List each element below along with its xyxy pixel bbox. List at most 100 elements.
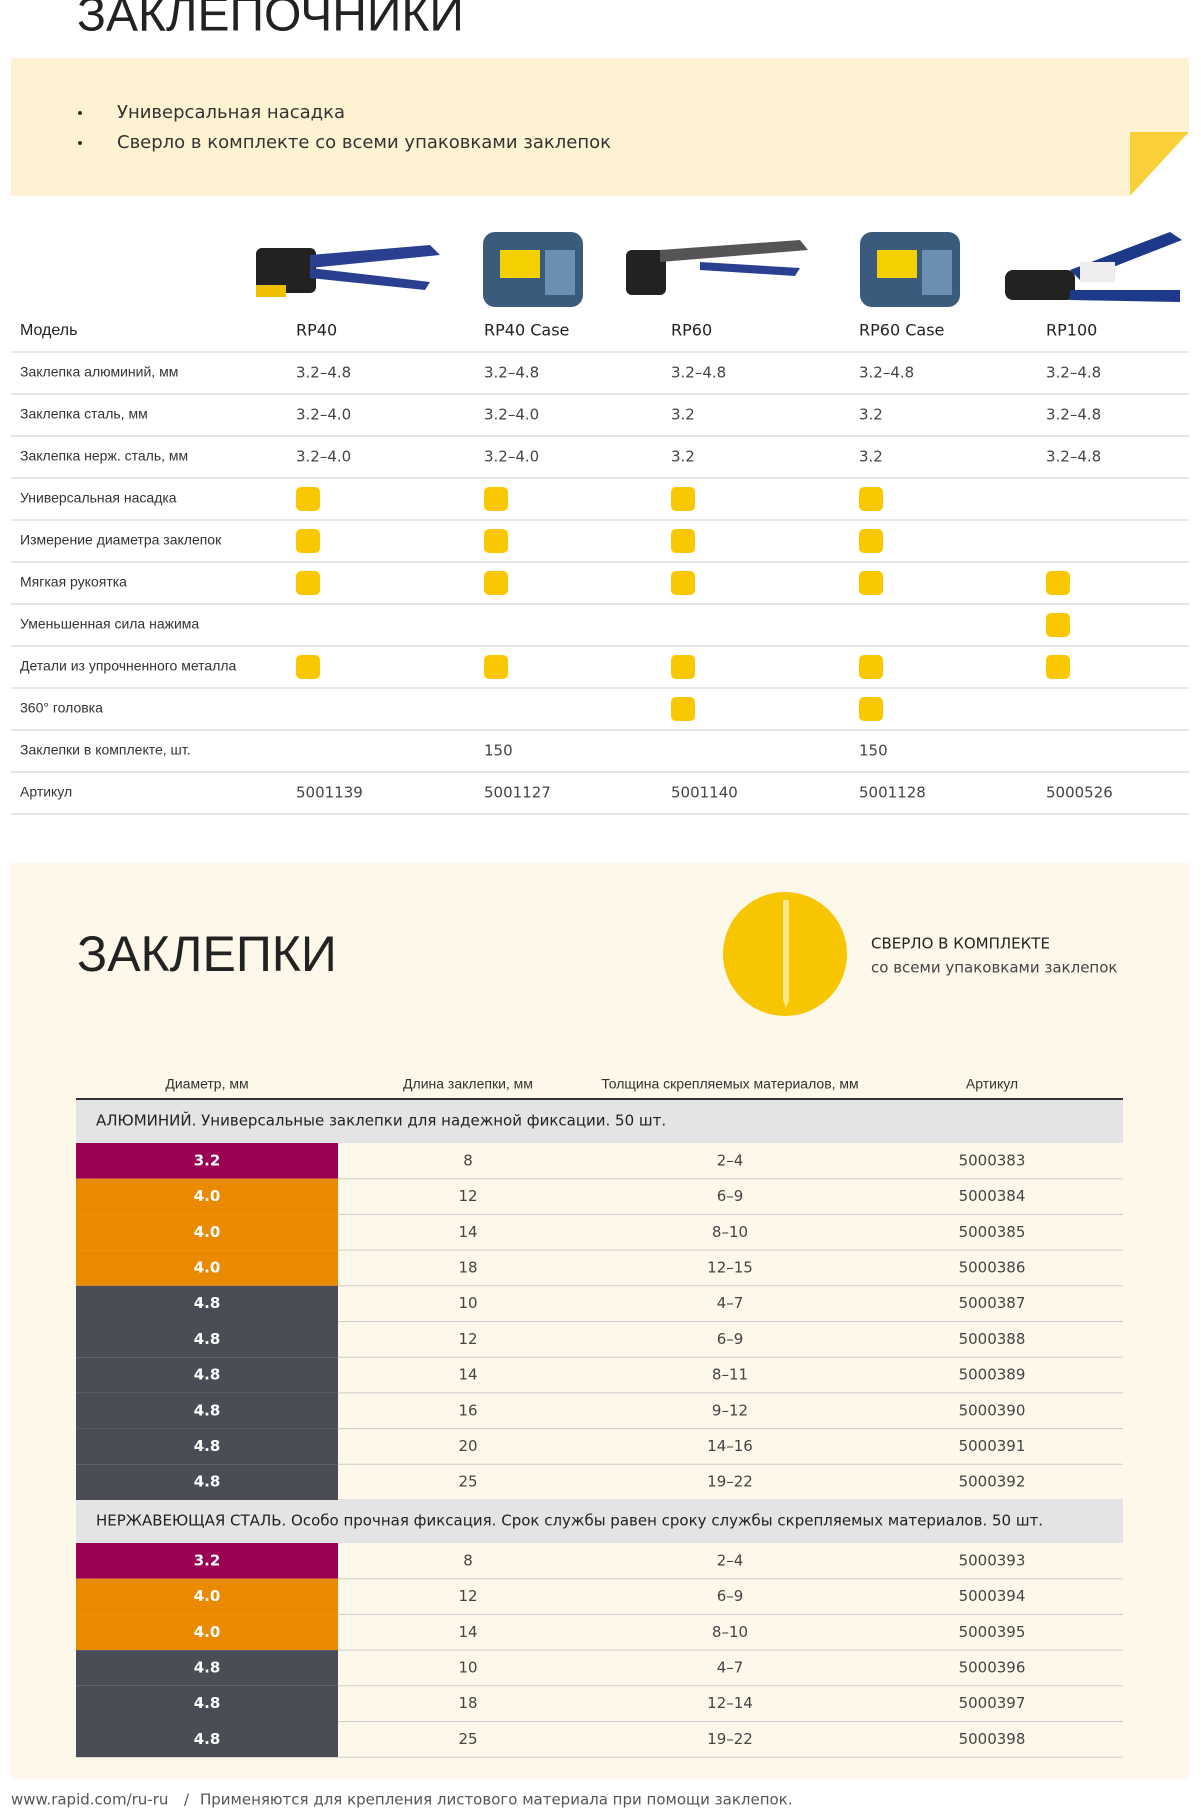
feature-check [859,529,883,553]
cell-value: 150 [484,742,513,760]
cell-value: 5000394 [959,1587,1026,1605]
feature-check [484,571,508,595]
cell-value: 5000386 [959,1258,1026,1276]
row-label: Мягкая рукоятка [20,574,127,590]
cell-value: 5000397 [959,1694,1026,1712]
row-label: Универсальная насадка [20,490,177,506]
cell-value: 3.2–4.0 [296,448,351,466]
diameter: 4.8 [194,1473,221,1491]
cell-value: 5000390 [959,1401,1026,1419]
cell-value: 14 [458,1623,477,1641]
intro-box [11,58,1189,196]
cell-value: 5000383 [959,1151,1026,1169]
cell-value: 3.2–4.8 [296,364,351,382]
column-header: Диаметр, мм [165,1076,248,1092]
feature-check [1046,571,1070,595]
model-name: RP40 Case [484,321,569,340]
row-label: Измерение диаметра заклепок [20,532,222,548]
diameter: 4.0 [194,1258,221,1276]
corner-cut [1130,132,1189,196]
cell-value: 3.2–4.8 [859,364,914,382]
diameter-cell [76,1428,338,1465]
row-label: Заклепка алюминий, мм [20,364,178,380]
cell-value: 18 [458,1694,477,1712]
diameter: 4.8 [194,1330,221,1348]
feature-check [859,697,883,721]
diameter-cell [76,1543,338,1579]
cell-value: 6–9 [717,1587,744,1605]
diameter-cell [76,1321,338,1358]
cell-value: 3.2–4.8 [484,364,539,382]
row-label: 360° головка [20,700,103,716]
cell-value: 12–15 [707,1258,753,1276]
feature-check [484,529,508,553]
diameter-cell [76,1650,338,1686]
feature-check [859,487,883,511]
cell-value: 5000391 [959,1437,1026,1455]
cell-value: 12 [458,1587,477,1605]
column-header: Артикул [966,1076,1018,1092]
diameter: 4.0 [194,1623,221,1641]
diameter: 4.8 [194,1730,221,1748]
bullet-text: Сверло в комплекте со всеми упаковками з… [117,132,611,153]
diameter: 4.8 [194,1366,221,1384]
cell-value: 150 [859,742,888,760]
diameter-cell [76,1392,338,1429]
feature-check [296,529,320,553]
diameter-cell [76,1178,338,1215]
column-label: Модель [20,322,77,339]
diameter-cell [76,1214,338,1251]
model-name: RP60 Case [859,321,944,340]
cell-value: 14–16 [707,1437,753,1455]
column-header: Толщина скрепляемых материалов, мм [601,1076,858,1092]
cell-value: 9–12 [712,1401,748,1419]
tool-image [1005,232,1182,302]
case-image [860,232,960,307]
cell-value: 4–7 [717,1658,744,1676]
cell-value: 3.2–4.0 [484,406,539,424]
feature-check [671,697,695,721]
cell-value: 3.2–4.0 [484,448,539,466]
diameter-cell [76,1614,338,1651]
diameter-cell [76,1578,338,1615]
diameter-cell [76,1285,338,1322]
drill-subtitle: со всеми упаковками заклепок [871,959,1117,977]
feature-check [671,529,695,553]
cell-value: 8 [463,1551,473,1569]
cell-value: 14 [458,1223,477,1241]
cell-value: 12–14 [707,1694,753,1712]
diameter: 4.8 [194,1401,221,1419]
model-name: RP40 [296,321,337,340]
group-title: НЕРЖАВЕЮЩАЯ СТАЛЬ. Особо прочная фиксаци… [96,1512,1043,1530]
product-images [256,232,1182,307]
feature-check [1046,655,1070,679]
model-name: RP60 [671,321,712,340]
diameter-cell [76,1721,338,1758]
cell-value: 20 [458,1437,477,1455]
group-band [76,1100,1123,1143]
cell-value: 3.2–4.0 [296,406,351,424]
feature-check [859,571,883,595]
diameter: 4.0 [194,1223,221,1241]
cell-value: 5000396 [959,1658,1026,1676]
cell-value: 3.2 [671,448,695,466]
diameter: 4.8 [194,1437,221,1455]
cell-value: 16 [458,1401,477,1419]
cell-value: 2–4 [717,1151,744,1169]
bullet-dot [78,111,82,115]
diameter: 4.0 [194,1587,221,1605]
cell-value: 5000389 [959,1366,1026,1384]
cell-value: 8 [463,1151,473,1169]
cell-value: 14 [458,1366,477,1384]
feature-check [296,571,320,595]
row-label: Заклепка сталь, мм [20,406,148,422]
cell-value: 8–10 [712,1223,748,1241]
drill-bit [783,900,789,1008]
cell-value: 5000388 [959,1330,1026,1348]
diameter: 3.2 [194,1151,221,1169]
cell-value: 4–7 [717,1294,744,1312]
feature-check [671,487,695,511]
footer-separator: / [184,1791,190,1808]
